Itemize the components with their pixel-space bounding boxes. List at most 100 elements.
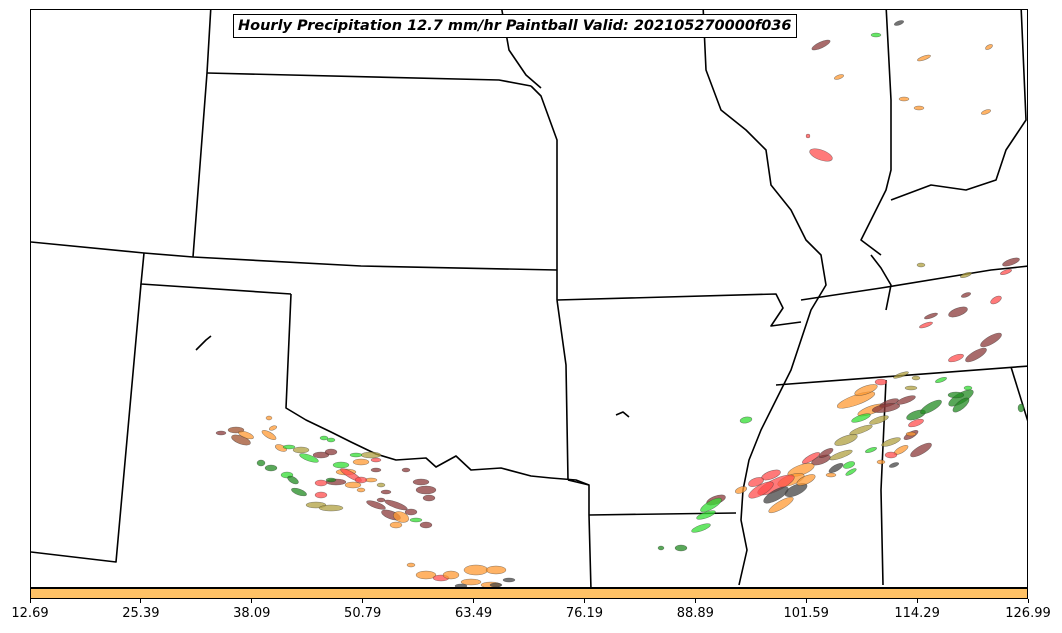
precip-paintball-blob xyxy=(691,523,711,533)
precip-paintball-blob xyxy=(349,452,363,458)
precip-paintball-blob xyxy=(818,447,834,459)
precip-paintball-blob xyxy=(851,413,871,423)
map-panel xyxy=(30,9,1028,588)
precip-paintball-blob xyxy=(948,353,964,363)
precip-paintball-blob xyxy=(389,521,403,529)
precip-paintball-blob xyxy=(463,564,489,576)
precip-paintball-blob xyxy=(796,474,816,486)
lake-texas xyxy=(615,411,630,418)
precip-paintball-blob xyxy=(380,489,392,495)
border-illinois-indiana xyxy=(860,10,892,256)
border-nebraska-kansas xyxy=(206,72,532,87)
precip-paintball-blob xyxy=(980,332,1002,348)
precip-paintball-blob xyxy=(825,472,837,478)
colorbar-tick-label: 114.29 xyxy=(894,606,940,621)
precip-paintball-blob xyxy=(896,395,916,405)
colorbar-tick-label: 12.69 xyxy=(11,606,49,621)
precip-paintball-blob xyxy=(920,399,942,415)
border-indiana-ohio xyxy=(890,10,1027,201)
border-kansas-oklahoma xyxy=(31,241,558,271)
border-kentucky-river xyxy=(870,254,892,311)
precip-paintball-blob xyxy=(406,562,416,568)
map-title: Hourly Precipitation 12.7 mm/hr Paintbal… xyxy=(233,14,797,38)
precip-paintball-blob xyxy=(947,391,965,399)
precip-paintball-blob xyxy=(898,96,910,102)
precip-paintball-blob xyxy=(881,437,901,447)
precip-paintball-blob xyxy=(1000,268,1012,276)
precip-paintball-blob xyxy=(1017,403,1025,413)
colorbar-tick-label: 63.49 xyxy=(454,606,493,621)
precip-paintball-blob xyxy=(370,467,382,473)
precip-paintball-blob xyxy=(674,544,688,552)
precip-paintball-blob xyxy=(865,446,877,454)
precip-paintball-blob xyxy=(409,517,423,523)
map-canvas xyxy=(31,10,1027,587)
precip-paintball-blob xyxy=(849,424,873,436)
precip-paintball-blob xyxy=(870,32,882,38)
precip-paintball-blob xyxy=(869,415,889,425)
colorbar-tick-mark xyxy=(140,599,142,603)
precip-paintball-blob xyxy=(981,109,991,115)
border-newmexico-east xyxy=(31,283,142,563)
precip-paintball-blob xyxy=(739,416,753,424)
precip-paintball-blob xyxy=(874,378,888,386)
precip-paintball-blob xyxy=(809,148,833,162)
precip-paintball-blob xyxy=(948,306,968,318)
precip-paintball-blob xyxy=(238,430,254,440)
colorbar-tick-mark xyxy=(916,599,918,603)
precip-paintball-blob xyxy=(916,262,926,268)
precip-paintball-blob xyxy=(911,375,921,381)
precip-paintball-blob xyxy=(805,133,811,139)
precip-paintball-blob xyxy=(834,434,858,446)
precip-paintball-blob xyxy=(282,444,296,450)
precip-paintball-blob xyxy=(763,486,789,504)
precip-paintball-blob xyxy=(299,453,319,463)
precip-paintball-blob xyxy=(910,442,932,458)
precip-paintball-blob xyxy=(965,347,987,363)
colorbar-tick-mark xyxy=(473,599,475,603)
precip-paintball-blob xyxy=(829,449,853,461)
lake-newmexico xyxy=(195,335,212,351)
border-oklahoma-arkansas xyxy=(556,299,569,481)
precip-paintball-blob xyxy=(889,462,899,468)
precip-paintball-blob xyxy=(657,545,665,551)
precip-paintball-blob xyxy=(908,418,924,428)
colorbar-tick-label: 126.99 xyxy=(1005,606,1051,621)
precip-paintball-blob xyxy=(696,510,716,520)
precip-paintball-blob xyxy=(401,467,411,473)
precip-paintball-blob xyxy=(326,437,336,443)
precip-paintball-blob xyxy=(924,312,938,320)
precip-paintball-blob xyxy=(325,477,337,483)
precip-paintball-blob xyxy=(845,468,857,476)
precip-paintball-blob xyxy=(961,292,971,298)
colorbar-tick-label: 25.39 xyxy=(122,606,160,621)
precip-paintball-blob xyxy=(314,479,328,487)
precip-paintball-blob xyxy=(894,20,904,26)
precip-paintball-blob xyxy=(442,570,460,580)
precip-paintball-blob xyxy=(919,321,933,329)
precip-paintball-blob xyxy=(460,578,482,586)
precip-paintball-blob xyxy=(748,477,764,487)
border-newmexico-north xyxy=(140,252,292,295)
precip-paintball-blob xyxy=(811,39,831,51)
precip-paintball-blob xyxy=(412,478,430,486)
precip-paintball-blob xyxy=(376,482,386,488)
colorbar-tick-mark xyxy=(1027,599,1029,603)
precip-paintball-blob xyxy=(415,485,437,495)
border-kansas-missouri xyxy=(530,85,558,300)
precip-paintball-blob xyxy=(318,504,344,512)
precip-paintball-blob xyxy=(354,476,368,484)
precip-paintball-blob xyxy=(314,491,328,499)
precip-paintball-blob xyxy=(836,391,876,409)
precip-paintball-blob xyxy=(834,74,844,80)
precip-paintball-blob xyxy=(360,451,382,459)
precip-paintball-blob xyxy=(324,448,338,456)
precip-paintball-blob xyxy=(502,577,516,583)
precip-paintball-blob xyxy=(843,461,855,469)
precip-paintball-blob xyxy=(393,511,409,523)
colorbar-tick-label: 50.79 xyxy=(344,606,382,621)
precip-paintball-blob xyxy=(454,583,468,587)
precip-paintball-blob xyxy=(366,500,386,510)
precip-paintball-blob xyxy=(985,44,993,50)
colorbar-tick-label: 101.59 xyxy=(783,606,829,621)
